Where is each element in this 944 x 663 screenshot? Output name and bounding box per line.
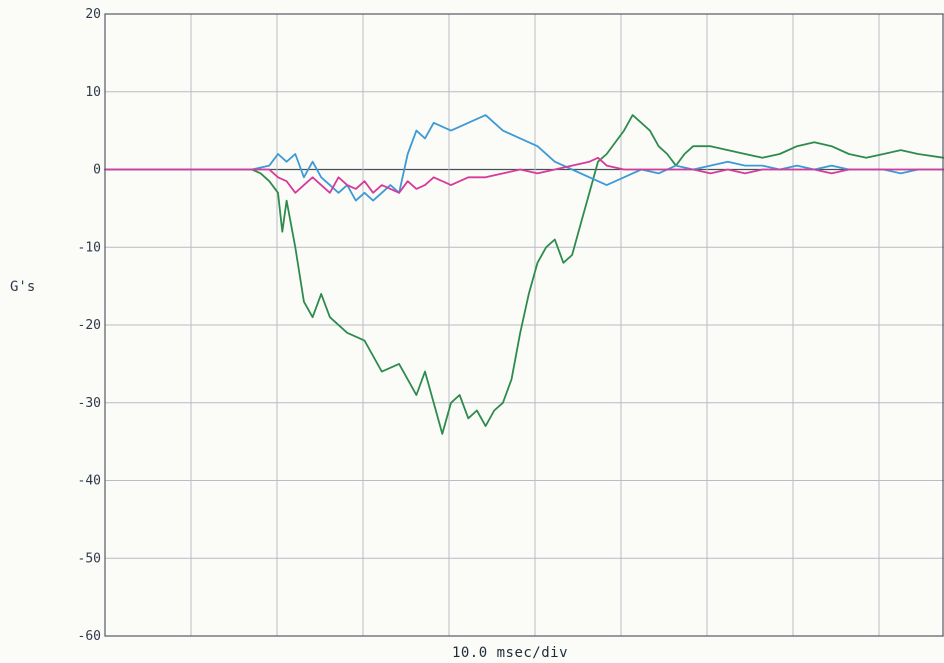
y-tick-label: 10 [85,85,101,100]
y-tick-label: -60 [78,629,101,644]
y-tick-label: -20 [78,318,101,333]
y-tick-label: -30 [78,396,101,411]
y-tick-labels: 20 10 0 -10 -20 -30 -40 -50 -60 [78,7,101,644]
series-line-2 [104,114,944,202]
series [104,114,944,435]
plot-frame [104,13,944,637]
y-tick-label: -50 [78,551,101,566]
x-axis-label: 10.0 msec/div [452,645,568,661]
y-tick-label: -40 [78,474,101,489]
y-axis-label: G's [10,279,35,295]
series-line-3 [104,156,944,194]
series-line-1 [104,114,944,435]
grid [105,13,944,637]
y-tick-label: -10 [78,240,101,255]
y-tick-label: 0 [93,163,101,178]
y-tick-label: 20 [85,7,101,22]
